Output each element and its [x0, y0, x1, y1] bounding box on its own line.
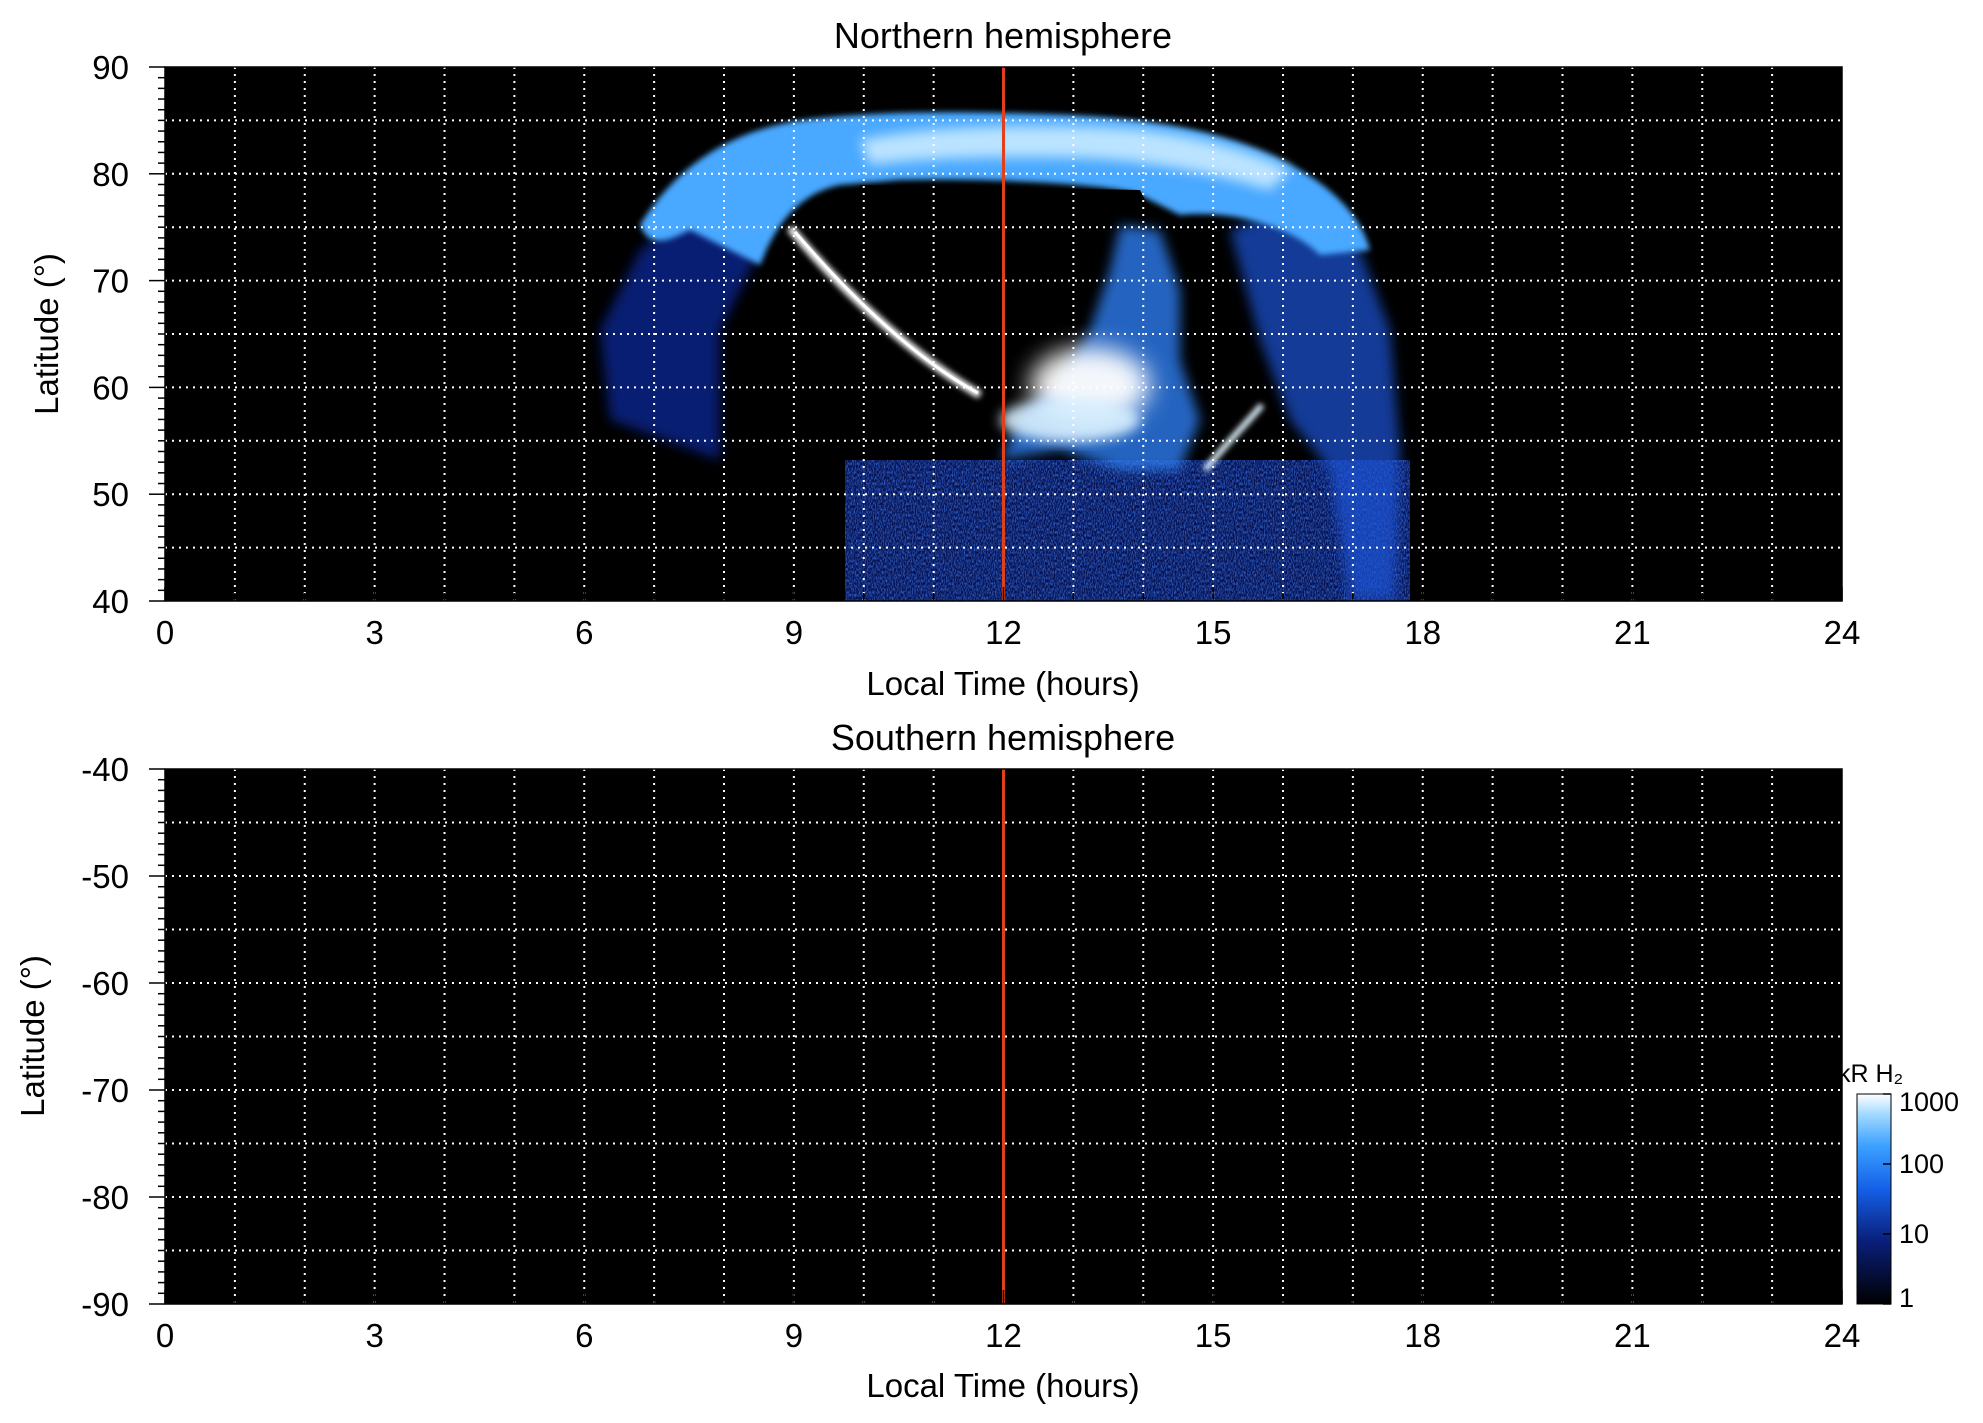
southern-ytick-label: -60: [81, 965, 129, 1002]
dusk-diffuse-emission: [1230, 200, 1400, 600]
colorbar-ticks: 1000 100 10 1: [1883, 1087, 1959, 1313]
northern-title: Northern hemisphere: [834, 15, 1172, 56]
northern-plot-frame: [164, 66, 1843, 602]
northern-xtick-label: 18: [1404, 614, 1441, 651]
colorbar-tick-label: 10: [1899, 1219, 1929, 1249]
northern-ytick-label: 40: [92, 583, 129, 620]
southern-ytick-label: -40: [81, 751, 129, 788]
colorbar-tick-label: 1000: [1899, 1087, 1959, 1117]
northern-ytick-label: 80: [92, 156, 129, 193]
southern-hemisphere-panel: Southern hemisphere 0 3 6 9 12 15 18 21 24 -40 -50…: [14, 717, 1860, 1404]
southern-plot-frame: [164, 768, 1843, 1305]
southern-ticks: 0 3 6 9 12 15 18 21 24 -40 -50 -60 -70 -80 -90: [81, 751, 1860, 1354]
colorbar-label: kR H₂: [1838, 1060, 1903, 1088]
southern-xtick-label: 9: [785, 1317, 803, 1354]
northern-ticks: 0 3 6 9 12 15 18 21 24 40 50 60 70 80 90: [92, 49, 1860, 651]
southern-xtick-label: 24: [1824, 1317, 1861, 1354]
northern-ytick-label: 50: [92, 476, 129, 513]
northern-ytick-label: 60: [92, 369, 129, 406]
northern-xtick-label: 6: [575, 614, 593, 651]
northern-xtick-label: 3: [365, 614, 383, 651]
afternoon-arc: [1202, 403, 1265, 472]
northern-hemisphere-panel: Northern hemisphere: [28, 15, 1860, 702]
southern-xtick-label: 15: [1195, 1317, 1232, 1354]
southern-ytick-label: -50: [81, 858, 129, 895]
northern-xtick-label: 21: [1614, 614, 1651, 651]
low-latitude-noise-texture: [845, 460, 1410, 601]
colorbar-tick-label: 1: [1899, 1283, 1914, 1313]
southern-xtick-label: 12: [985, 1317, 1022, 1354]
northern-ytick-label: 90: [92, 49, 129, 86]
southern-grid: [165, 769, 1842, 1304]
southern-xtick-label: 6: [575, 1317, 593, 1354]
southern-xlabel: Local Time (hours): [866, 1367, 1139, 1404]
northern-xlabel: Local Time (hours): [866, 665, 1139, 702]
southern-xtick-label: 21: [1614, 1317, 1651, 1354]
main-oval-bright-core: [860, 125, 1290, 190]
southern-ytick-label: -70: [81, 1072, 129, 1109]
colorbar-tick-label: 100: [1899, 1149, 1944, 1179]
northern-xtick-label: 9: [785, 614, 803, 651]
colorbar: kR H₂ 1000 100 10 1: [1838, 1060, 1959, 1313]
dawn-diffuse-emission: [600, 200, 760, 460]
southern-xtick-label: 3: [365, 1317, 383, 1354]
southern-ylabel: Latitude (°): [14, 955, 51, 1117]
southern-xtick-label: 0: [156, 1317, 174, 1354]
northern-xtick-label: 12: [985, 614, 1022, 651]
northern-xtick-label: 24: [1824, 614, 1861, 651]
northern-xtick-label: 0: [156, 614, 174, 651]
southern-ytick-label: -90: [81, 1286, 129, 1323]
northern-xtick-label: 15: [1195, 614, 1232, 651]
southern-ytick-label: -80: [81, 1179, 129, 1216]
southern-xtick-label: 18: [1404, 1317, 1441, 1354]
northern-ylabel: Latitude (°): [28, 253, 65, 415]
dayside-bright-spot-lower: [1000, 398, 1140, 442]
dawn-arc-core: [793, 231, 979, 395]
southern-title: Southern hemisphere: [831, 717, 1175, 758]
northern-ytick-label: 70: [92, 263, 129, 300]
colorbar-gradient: [1856, 1093, 1892, 1305]
